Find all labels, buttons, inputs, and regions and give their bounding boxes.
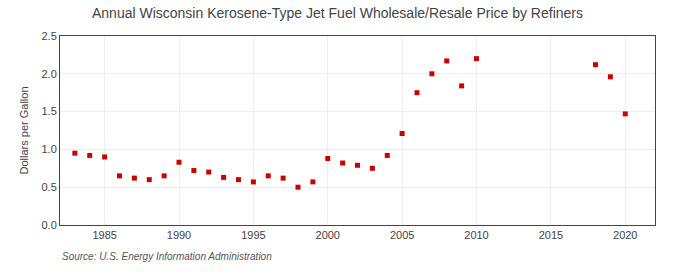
svg-text:1990: 1990 [167,229,191,241]
svg-text:Dollars per Gallon: Dollars per Gallon [18,86,30,174]
svg-text:2.5: 2.5 [42,30,57,42]
svg-text:2.0: 2.0 [42,68,57,80]
svg-text:1.0: 1.0 [42,143,57,155]
svg-text:Source: U.S. Energy Informatio: Source: U.S. Energy Information Administ… [62,251,272,262]
svg-text:1985: 1985 [92,229,116,241]
svg-text:2020: 2020 [613,229,637,241]
svg-text:2000: 2000 [316,229,340,241]
svg-text:2005: 2005 [390,229,414,241]
svg-text:1995: 1995 [241,229,265,241]
svg-text:2010: 2010 [464,229,488,241]
svg-text:2015: 2015 [539,229,563,241]
svg-text:Annual Wisconsin Kerosene-Type: Annual Wisconsin Kerosene-Type Jet Fuel … [92,5,583,21]
svg-text:1.5: 1.5 [42,105,57,117]
svg-text:0.5: 0.5 [42,181,57,193]
svg-text:0.0: 0.0 [42,219,57,231]
